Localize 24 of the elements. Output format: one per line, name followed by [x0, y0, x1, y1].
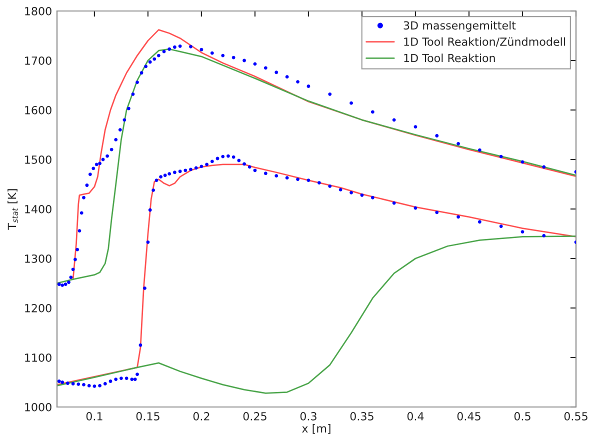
x-tick-label: 0.3: [300, 412, 316, 420]
x-tick-label: 0.25: [243, 412, 266, 420]
y-tick-label: 1000: [25, 402, 52, 412]
y-tick-label: 1300: [25, 254, 52, 263]
y-tick-label: 1700: [25, 56, 52, 65]
y-tick-label: 1100: [25, 353, 52, 362]
x-tick-label: 0.35: [350, 412, 374, 420]
x-tick-label: 0.2: [193, 412, 210, 420]
y-tick-label: 1400: [25, 204, 52, 214]
x-tick-label: 0.55: [564, 412, 588, 420]
y-tick-label: 1800: [25, 6, 52, 16]
y-tick-label: 1600: [25, 106, 52, 114]
x-tick-label: 0.4: [407, 412, 424, 420]
x-axis-title: x [m]: [302, 424, 330, 434]
legend-label: 3D massengemittelt: [404, 21, 516, 32]
legend-label: 1D Tool Reaktion/Zündmodell: [404, 37, 565, 47]
y-tick-label: 1500: [25, 155, 52, 164]
x-tick-label: 0.5: [514, 412, 530, 420]
x-tick-label: 0.45: [457, 412, 480, 420]
y-axis-title: T$_{stat}$ [K]: [8, 189, 18, 230]
y-tick-label: 1200: [25, 304, 52, 312]
x-tick-label: 0.1: [86, 412, 102, 420]
legend-label: 1D Tool Reaktion: [404, 54, 495, 62]
x-tick-label: 0.15: [136, 412, 160, 420]
